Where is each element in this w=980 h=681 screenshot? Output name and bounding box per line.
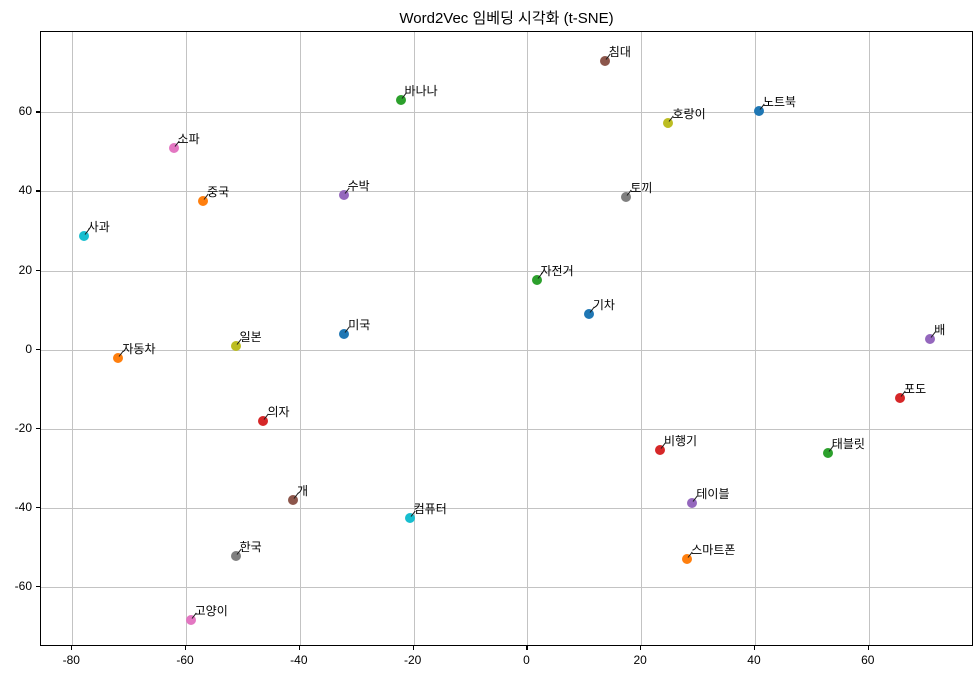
y-tick-label: -20 [14, 420, 32, 435]
x-tick-label: 0 [523, 653, 530, 667]
gridline-horizontal [41, 270, 972, 272]
gridline-vertical [641, 32, 643, 645]
y-tick-mark [36, 507, 40, 509]
x-tick-mark [412, 646, 414, 650]
point-label: 한국 [239, 540, 262, 555]
point-label: 수박 [347, 179, 370, 194]
y-tick-mark [36, 427, 40, 430]
y-tick-label: 60 [18, 104, 32, 119]
point-label: 의자 [267, 404, 290, 419]
scatter-point [925, 333, 936, 344]
x-tick-label: -20 [403, 653, 422, 667]
scatter-point [682, 553, 693, 564]
scatter-point [663, 118, 674, 129]
x-tick-mark [526, 646, 528, 650]
scatter-point [404, 512, 415, 523]
point-label: 비행기 [663, 434, 698, 449]
point-label: 사과 [87, 219, 110, 234]
gridline-horizontal [41, 191, 972, 193]
y-tick-mark [36, 348, 40, 350]
y-tick-mark [36, 111, 40, 113]
scatter-point [395, 94, 406, 105]
x-tick-mark [185, 646, 187, 650]
gridline-horizontal [41, 349, 972, 351]
point-label: 중국 [207, 184, 230, 199]
x-tick-mark [298, 646, 301, 650]
scatter-point [621, 192, 632, 203]
scatter-point [531, 274, 542, 285]
x-tick-mark [867, 646, 869, 650]
scatter-point [822, 447, 833, 458]
y-tick-label: 20 [18, 262, 32, 277]
scatter-point [339, 329, 350, 340]
point-label: 호랑이 [672, 107, 706, 122]
point-label: 컴퓨터 [413, 501, 447, 516]
y-tick-label: -60 [14, 579, 32, 594]
scatter-point [338, 190, 349, 201]
x-tick-label: 40 [747, 653, 761, 667]
point-label: 배 [934, 322, 946, 337]
x-tick-mark [71, 646, 73, 650]
gridline-vertical [413, 32, 415, 645]
chart-title: Word2Vec 임베딩 시각화 (t-SNE) [399, 10, 614, 27]
point-label: 토끼 [630, 181, 653, 196]
scatter-point [185, 614, 196, 625]
scatter-point [599, 55, 610, 66]
gridline-horizontal [41, 428, 972, 430]
gridline-vertical [299, 32, 301, 645]
point-label: 소파 [177, 131, 200, 146]
x-tick-mark [640, 646, 642, 650]
point-label: 개 [297, 484, 309, 499]
x-tick-label: 60 [861, 653, 875, 667]
gridline-horizontal [41, 508, 972, 510]
point-label: 침대 [608, 44, 631, 59]
point-label: 일본 [239, 330, 262, 345]
scatter-point [687, 497, 698, 508]
point-label: 자동차 [122, 342, 156, 357]
gridline-vertical [72, 32, 74, 645]
y-tick-mark [36, 190, 40, 192]
y-tick-label: 0 [25, 341, 32, 356]
gridline-horizontal [41, 587, 972, 589]
point-label: 노트북 [762, 94, 797, 109]
x-tick-label: -40 [290, 653, 308, 667]
gridline-vertical [868, 32, 870, 645]
scatter-point [168, 142, 179, 153]
scatter-point [895, 392, 906, 403]
point-label: 기차 [592, 298, 615, 313]
point-label: 고양이 [194, 603, 228, 618]
x-tick-label: -60 [176, 653, 194, 667]
x-tick-label: -80 [62, 653, 80, 667]
gridline-vertical [527, 32, 529, 645]
point-label: 바나나 [404, 83, 438, 98]
scatter-point [753, 105, 764, 116]
point-label: 스마트폰 [691, 542, 736, 557]
y-tick-mark [36, 586, 40, 588]
point-label: 테이블 [696, 486, 730, 501]
gridline-horizontal [41, 112, 972, 114]
scatter-point [288, 495, 299, 506]
x-tick-label: 20 [633, 653, 647, 667]
scatter-point [230, 551, 241, 562]
point-label: 포도 [904, 381, 927, 396]
y-tick-mark [36, 269, 40, 271]
gridline-vertical [186, 32, 188, 645]
scatter-point [230, 341, 241, 352]
scatter-point [198, 195, 209, 206]
point-label: 자전거 [540, 263, 574, 278]
gridline-vertical [754, 32, 756, 645]
point-label: 미국 [348, 318, 371, 333]
scatter-point [113, 353, 124, 364]
scatter-point [78, 230, 89, 241]
point-label: 태블릿 [831, 436, 865, 451]
scatter-point [258, 415, 269, 426]
x-tick-mark [753, 646, 756, 650]
y-tick-label: -40 [14, 500, 32, 515]
y-tick-label: 40 [18, 183, 32, 198]
scatter-point [583, 309, 594, 320]
scatter-point [654, 445, 665, 456]
